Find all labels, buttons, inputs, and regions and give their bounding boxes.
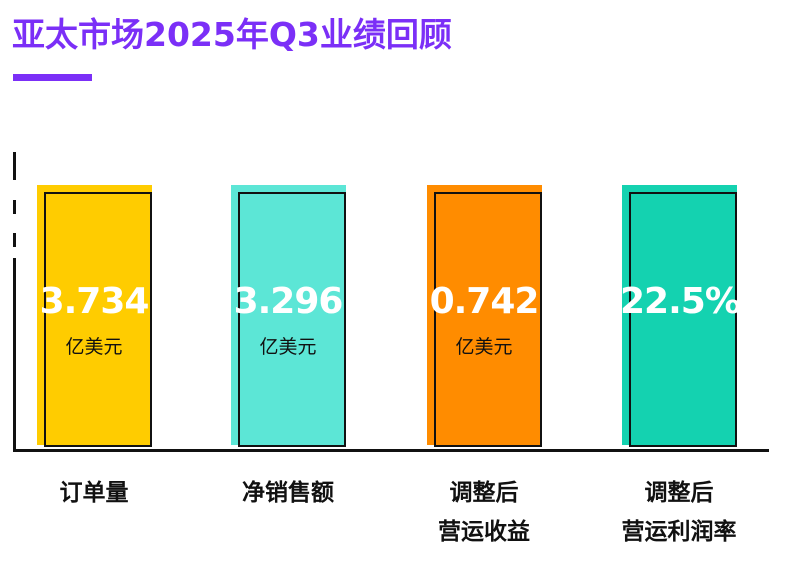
bar-unit-label: 亿美元	[259, 336, 317, 358]
category-label-line: 调整后	[644, 480, 714, 506]
category-label-line: 订单量	[59, 480, 129, 506]
y-axis-segment	[13, 152, 16, 180]
category-label-line: 净销售额	[242, 480, 334, 506]
category-label: 净销售额	[188, 474, 388, 513]
bar-value-label: 3.734	[39, 281, 150, 322]
y-axis-segment	[13, 200, 16, 214]
bar-outline-1	[44, 192, 152, 447]
category-label-line: 营运收益	[438, 519, 530, 545]
category-label-line: 营运利润率	[621, 519, 737, 545]
bar-unit-label: 亿美元	[65, 336, 123, 358]
title-underline	[13, 74, 92, 81]
bar-1	[37, 185, 152, 445]
category-label: 调整后 营运收益	[384, 474, 584, 552]
chart-title: 亚太市场2025年Q3业绩回顾	[12, 15, 452, 54]
y-axis-segment	[13, 233, 16, 247]
bar-outline-2	[238, 192, 346, 447]
x-axis-baseline	[13, 449, 769, 452]
category-label-line: 调整后	[449, 480, 519, 506]
bar-unit-label: 亿美元	[455, 336, 513, 358]
bar-value-label: 0.742	[429, 281, 540, 322]
bar-2	[231, 185, 346, 445]
bar-3	[427, 185, 542, 445]
bar-outline-3	[434, 192, 542, 447]
bar-value-label: 3.296	[233, 281, 344, 322]
bar-value-label: 22.5%	[620, 281, 741, 322]
bar-outline-4	[629, 192, 737, 447]
bar-4	[622, 185, 737, 445]
category-label: 订单量	[0, 474, 194, 513]
y-axis-segment	[13, 258, 16, 452]
category-label: 调整后 营运利润率	[579, 474, 779, 552]
